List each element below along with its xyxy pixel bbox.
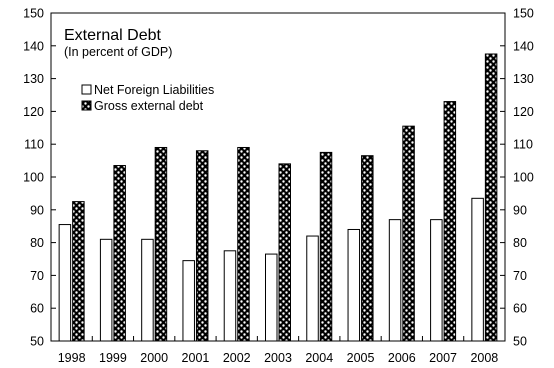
left-y-tick-label: 90: [30, 203, 44, 217]
x-tick-label: 2006: [388, 351, 416, 365]
bar-net-foreign-liabilities-1999: [99, 238, 113, 342]
legend-label-gross-external-debt: Gross external debt: [94, 99, 204, 113]
right-y-tick-label: 50: [513, 335, 527, 349]
x-tick-label: 2008: [470, 351, 498, 365]
bar-gross-external-debt-2000: [154, 146, 168, 342]
right-y-tick-label: 150: [513, 7, 534, 21]
legend-label-net-foreign-liabilities: Net Foreign Liabilities: [94, 83, 214, 97]
x-tick-label: 1998: [58, 351, 86, 365]
legend-swatch-gross-external-debt: [81, 100, 92, 111]
left-y-tick-label: 60: [30, 302, 44, 316]
left-y-tick-label: 100: [23, 171, 44, 185]
x-tick-label: 2005: [347, 351, 375, 365]
right-y-tick-label: 60: [513, 302, 527, 316]
right-y-tick-label: 120: [513, 105, 534, 119]
bar-gross-external-debt-1999: [113, 165, 126, 342]
left-y-tick-label: 70: [30, 269, 44, 283]
bar-series-group: [58, 53, 498, 342]
bar-net-foreign-liabilities-2000: [141, 238, 154, 342]
left-y-tick-label: 140: [23, 39, 44, 53]
bar-gross-external-debt-2005: [361, 155, 374, 342]
x-tick-label: 2007: [429, 351, 457, 365]
bar-gross-external-debt-2002: [237, 146, 250, 342]
x-tick-label: 2001: [182, 351, 210, 365]
right-y-tick-label: 110: [513, 138, 533, 152]
x-axis: 1998 1999 2000 2001 2002 2003 2004 2005 2006 2007…: [58, 336, 498, 365]
bar-gross-external-debt-2007: [443, 101, 457, 342]
bar-net-foreign-liabilities-2002: [223, 250, 237, 342]
left-y-tick-label: 120: [23, 105, 44, 119]
x-tick-label: 2000: [140, 351, 168, 365]
x-tick-label: 1999: [99, 351, 127, 365]
bar-net-foreign-liabilities-2007: [430, 219, 443, 342]
right-y-tick-label: 70: [513, 269, 527, 283]
chart-title: External Debt: [64, 27, 161, 44]
legend-swatch-net-foreign-liabilities: [81, 84, 92, 95]
right-y-axis: 50 60 70 80 90 100 110 120 130 140 150: [500, 7, 534, 349]
x-tick-label: 2004: [305, 351, 333, 365]
left-y-tick-label: 130: [23, 72, 44, 86]
bar-gross-external-debt-1998: [72, 201, 85, 342]
x-tick-label: 2002: [223, 351, 251, 365]
chart-subtitle: (In percent of GDP): [64, 45, 172, 59]
bar-gross-external-debt-2006: [402, 125, 415, 342]
left-y-tick-label: 80: [30, 236, 44, 250]
left-y-axis: 50 60 70 80 90 100 110 120 130 140 150: [23, 7, 56, 349]
bar-net-foreign-liabilities-2003: [265, 253, 278, 342]
bar-gross-external-debt-2001: [195, 150, 209, 342]
left-y-tick-label: 50: [30, 335, 44, 349]
right-y-tick-label: 80: [513, 236, 527, 250]
left-y-tick-label: 110: [24, 138, 44, 152]
right-y-tick-label: 130: [513, 72, 534, 86]
bar-net-foreign-liabilities-2006: [388, 219, 402, 342]
left-y-tick-label: 150: [23, 7, 44, 21]
bar-net-foreign-liabilities-2004: [306, 235, 319, 342]
right-y-tick-label: 100: [513, 171, 534, 185]
bar-gross-external-debt-2004: [319, 151, 333, 342]
right-y-tick-label: 90: [513, 203, 527, 217]
bar-net-foreign-liabilities-1998: [58, 224, 72, 342]
bar-gross-external-debt-2008: [484, 53, 498, 342]
bar-net-foreign-liabilities-2005: [347, 228, 361, 342]
right-y-tick-label: 140: [513, 39, 534, 53]
bar-net-foreign-liabilities-2001: [182, 260, 195, 342]
bar-gross-external-debt-2003: [278, 163, 291, 342]
x-tick-label: 2003: [264, 351, 292, 365]
legend: Net Foreign Liabilities Gross external d…: [81, 83, 214, 113]
bar-net-foreign-liabilities-2008: [471, 197, 484, 342]
